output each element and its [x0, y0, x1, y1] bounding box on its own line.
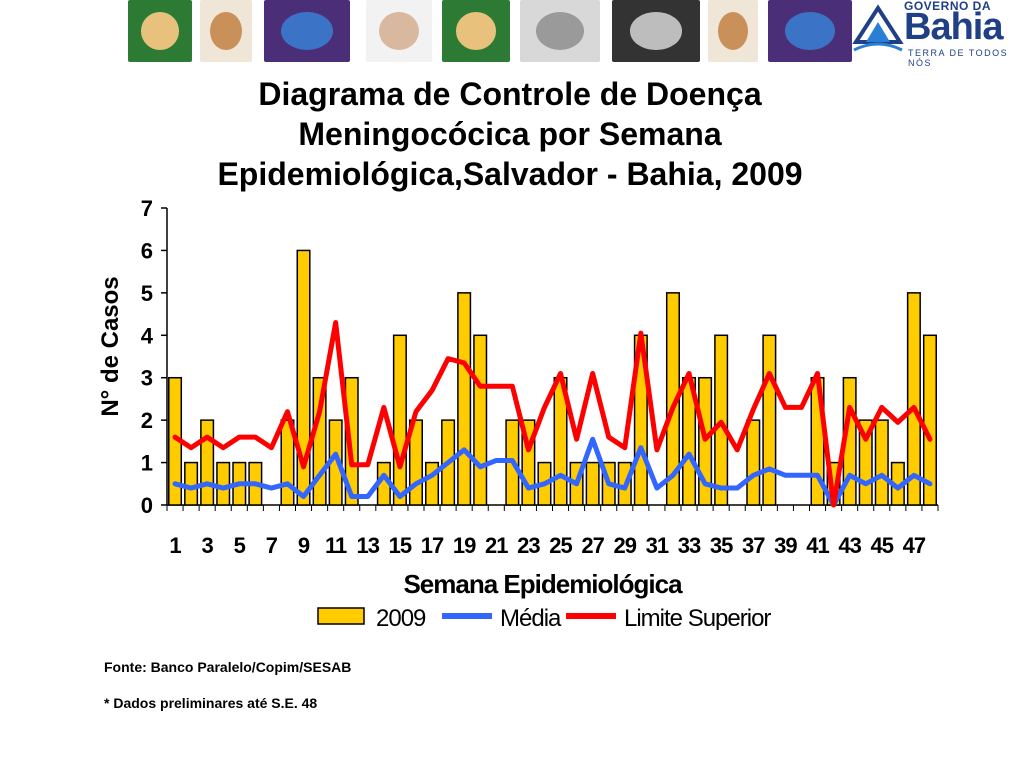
legend-label: Média — [500, 605, 562, 630]
bahia-logo-icon — [852, 4, 904, 52]
x-tick-label: 23 — [517, 533, 540, 558]
legend-label: Limite Superior — [624, 605, 771, 630]
y-tick-label: 3 — [141, 366, 153, 391]
bar — [457, 292, 472, 506]
bar — [585, 461, 600, 506]
x-tick-label: 25 — [549, 533, 572, 558]
bar — [922, 334, 937, 506]
governo-bahia-logo: GOVERNO DA Bahia TERRA DE TODOS NÓS — [852, 0, 1012, 68]
x-tick-label: 37 — [742, 533, 765, 558]
bar — [874, 419, 889, 506]
x-tick-label: 27 — [581, 533, 604, 558]
clasped-hands-photo — [520, 0, 600, 62]
legend: 2009 Média Limite Superior — [317, 605, 772, 630]
x-tick-label: 29 — [614, 533, 637, 558]
y-tick-label: 4 — [141, 323, 154, 348]
hands-circle-photo — [442, 0, 510, 62]
x-tick-label: 3 — [202, 533, 214, 558]
title-line-1: Diagrama de Controle de Doença — [258, 76, 762, 112]
bar — [392, 334, 407, 506]
logo-tagline: TERRA DE TODOS NÓS — [908, 48, 1009, 68]
hands-heart-photo — [200, 0, 252, 62]
x-tick-label: 15 — [389, 533, 412, 558]
bar — [762, 334, 777, 506]
y-tick-label: 1 — [141, 451, 153, 476]
source-note: Fonte: Banco Paralelo/Copim/SESAB — [104, 659, 352, 675]
logo-line2: Bahia — [904, 6, 1003, 48]
x-tick-label: 19 — [453, 533, 476, 558]
x-tick-label: 33 — [678, 533, 701, 558]
y-tick-label: 5 — [141, 281, 153, 306]
holding-hands-photo — [366, 0, 432, 62]
y-tick-label: 7 — [141, 196, 153, 221]
bar — [296, 249, 311, 506]
title-line-2: Meningocócica por Semana — [298, 116, 722, 152]
legend-label: 2009 — [376, 605, 426, 630]
hands-heart-photo — [708, 0, 758, 62]
media-line — [172, 436, 933, 508]
x-tick-label: 13 — [357, 533, 380, 558]
x-tick-label: 45 — [871, 533, 894, 558]
x-tick-label: 5 — [234, 533, 246, 558]
limite-superior-line — [172, 320, 933, 508]
y-tick-label: 6 — [141, 238, 153, 263]
x-tick-label: 1 — [169, 533, 181, 558]
x-tick-label: 47 — [903, 533, 926, 558]
x-tick-label: 31 — [646, 533, 669, 558]
globe-hands-photo — [264, 0, 350, 62]
x-axis-label: Semana Epidemiológica — [403, 569, 683, 599]
bar — [473, 334, 488, 506]
bar — [200, 419, 215, 506]
y-tick-label: 0 — [141, 493, 153, 518]
x-tick-label: 39 — [774, 533, 797, 558]
y-tick-label: 2 — [141, 408, 153, 433]
title-line-3: Epidemiológica,Salvador - Bahia, 2009 — [217, 156, 803, 192]
legend-swatch-2009 — [317, 607, 365, 625]
x-tick-label: 17 — [421, 533, 444, 558]
x-tick-label: 35 — [710, 533, 733, 558]
bar — [216, 461, 231, 506]
x-tick-label: 21 — [485, 533, 508, 558]
photo-strip — [128, 0, 852, 64]
stacked-hands-photo — [612, 0, 700, 62]
x-tick-label: 11 — [325, 533, 347, 558]
globe-hands-photo — [768, 0, 852, 62]
hands-circle-photo — [128, 0, 192, 62]
bar — [746, 419, 761, 506]
bar — [906, 292, 921, 506]
y-axis-label: N° de Casos — [97, 276, 124, 416]
preliminary-note: * Dados preliminares até S.E. 48 — [104, 695, 318, 711]
x-tick-label: 43 — [838, 533, 861, 558]
bar — [184, 461, 199, 506]
x-tick-label: 9 — [298, 533, 310, 558]
chart-title: Diagrama de Controle de Doença Meningocó… — [120, 74, 900, 194]
bar — [344, 376, 359, 506]
logo-line1: GOVERNO DA — [904, 0, 992, 13]
x-tick-label: 41 — [806, 533, 829, 558]
x-tick-label: 7 — [266, 533, 278, 558]
